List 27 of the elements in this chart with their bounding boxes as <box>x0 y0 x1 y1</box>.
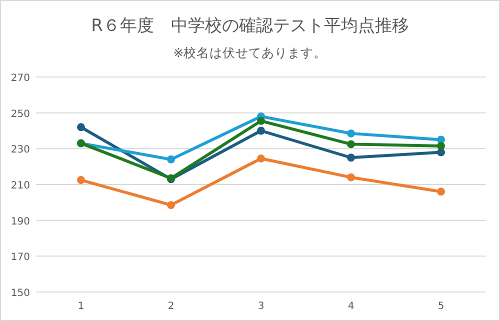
ytick: 190 <box>10 216 30 228</box>
ytick: 250 <box>10 108 30 120</box>
point <box>77 123 85 132</box>
point <box>257 126 265 135</box>
ytick: 270 <box>10 73 30 84</box>
ytick: 150 <box>10 288 30 299</box>
xtick: 3 <box>258 301 264 312</box>
point <box>167 201 175 210</box>
point <box>257 154 265 163</box>
point <box>257 116 265 125</box>
xtick: 2 <box>168 301 174 312</box>
point <box>167 155 175 164</box>
subtitle: ※校名は伏せてあります。 <box>173 45 327 60</box>
xtick: 4 <box>348 301 354 312</box>
point <box>347 173 355 182</box>
xtick: 5 <box>438 301 444 312</box>
point <box>437 188 445 196</box>
point <box>437 142 445 150</box>
point <box>347 154 355 162</box>
title: R６年度 中学校の確認テスト平均点推移 <box>91 16 409 36</box>
point <box>347 129 355 138</box>
point <box>347 140 355 148</box>
xtick: 1 <box>78 301 84 312</box>
ytick: 230 <box>10 144 30 156</box>
ytick: 170 <box>10 252 30 264</box>
ytick: 210 <box>10 180 30 192</box>
point <box>77 176 85 184</box>
